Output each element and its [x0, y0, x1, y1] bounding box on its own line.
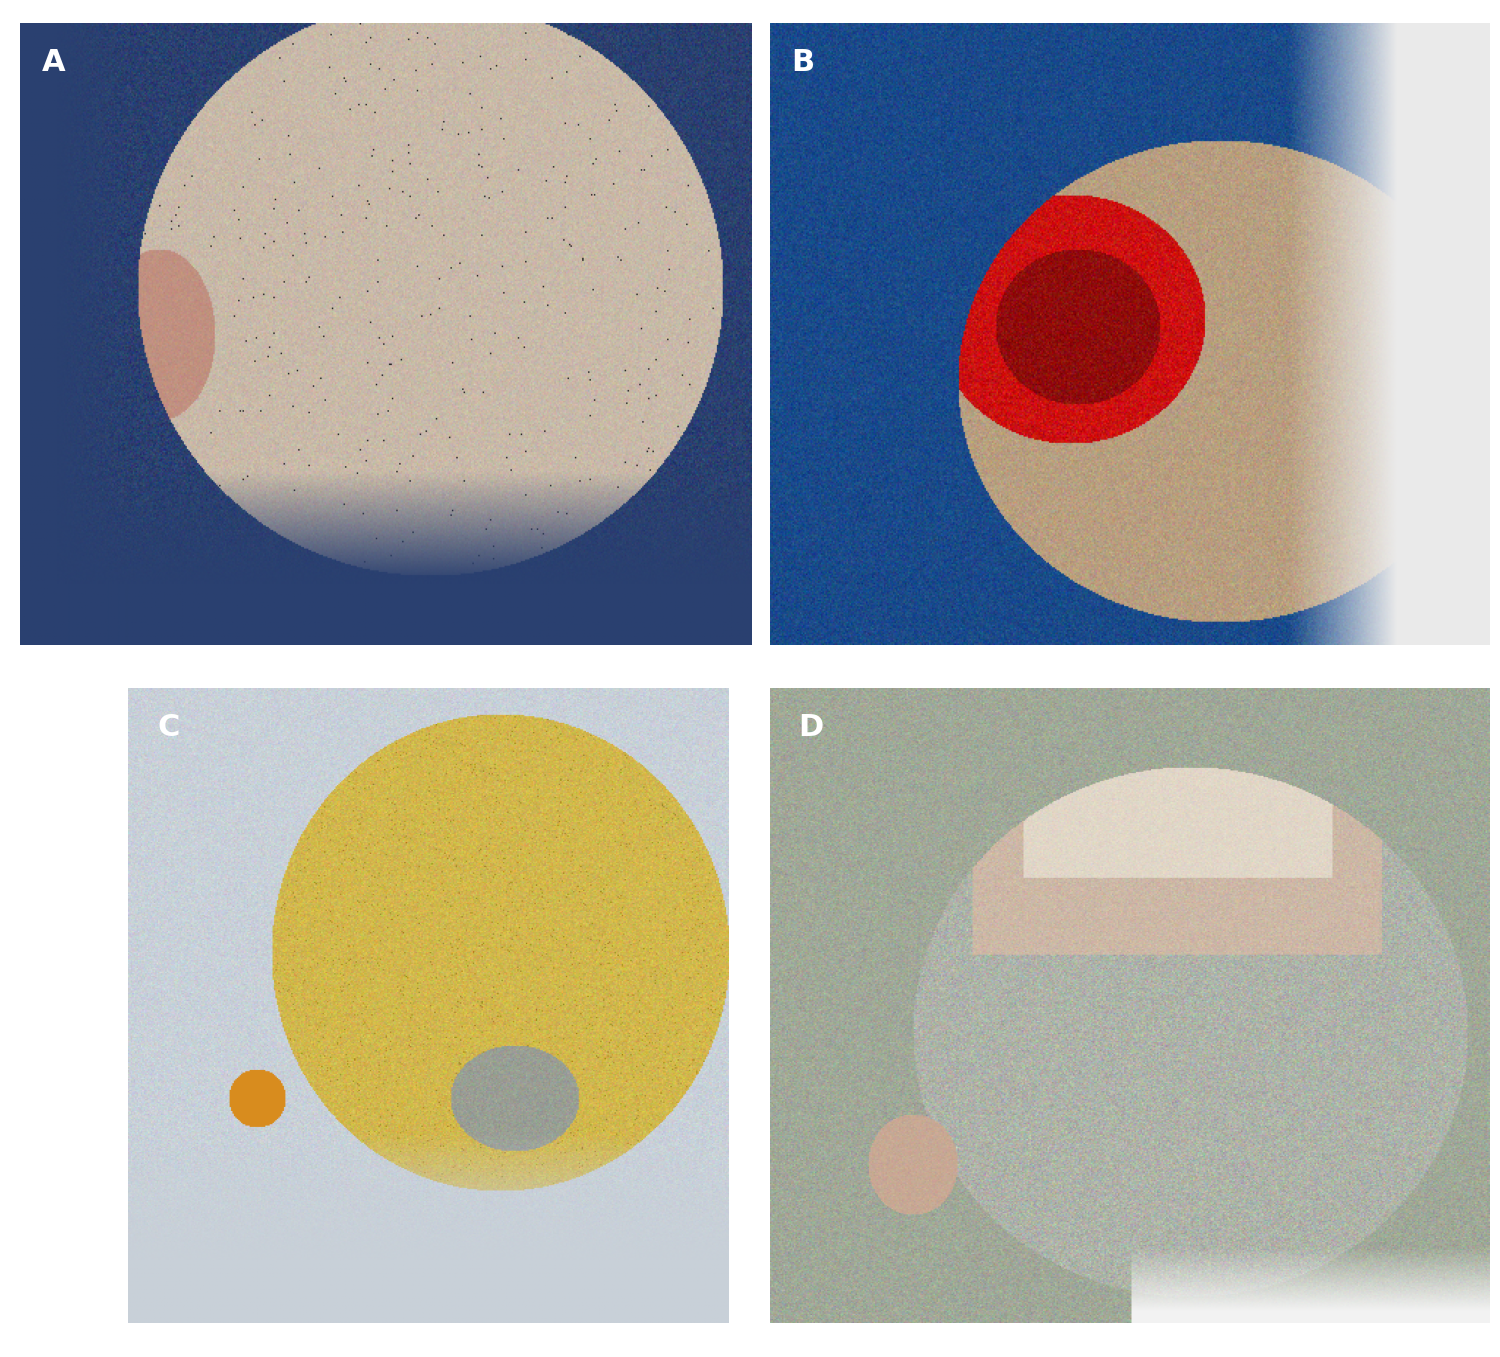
- Text: D: D: [798, 714, 824, 742]
- Text: A: A: [42, 47, 64, 77]
- Text: C: C: [158, 714, 180, 742]
- Text: B: B: [790, 47, 814, 77]
